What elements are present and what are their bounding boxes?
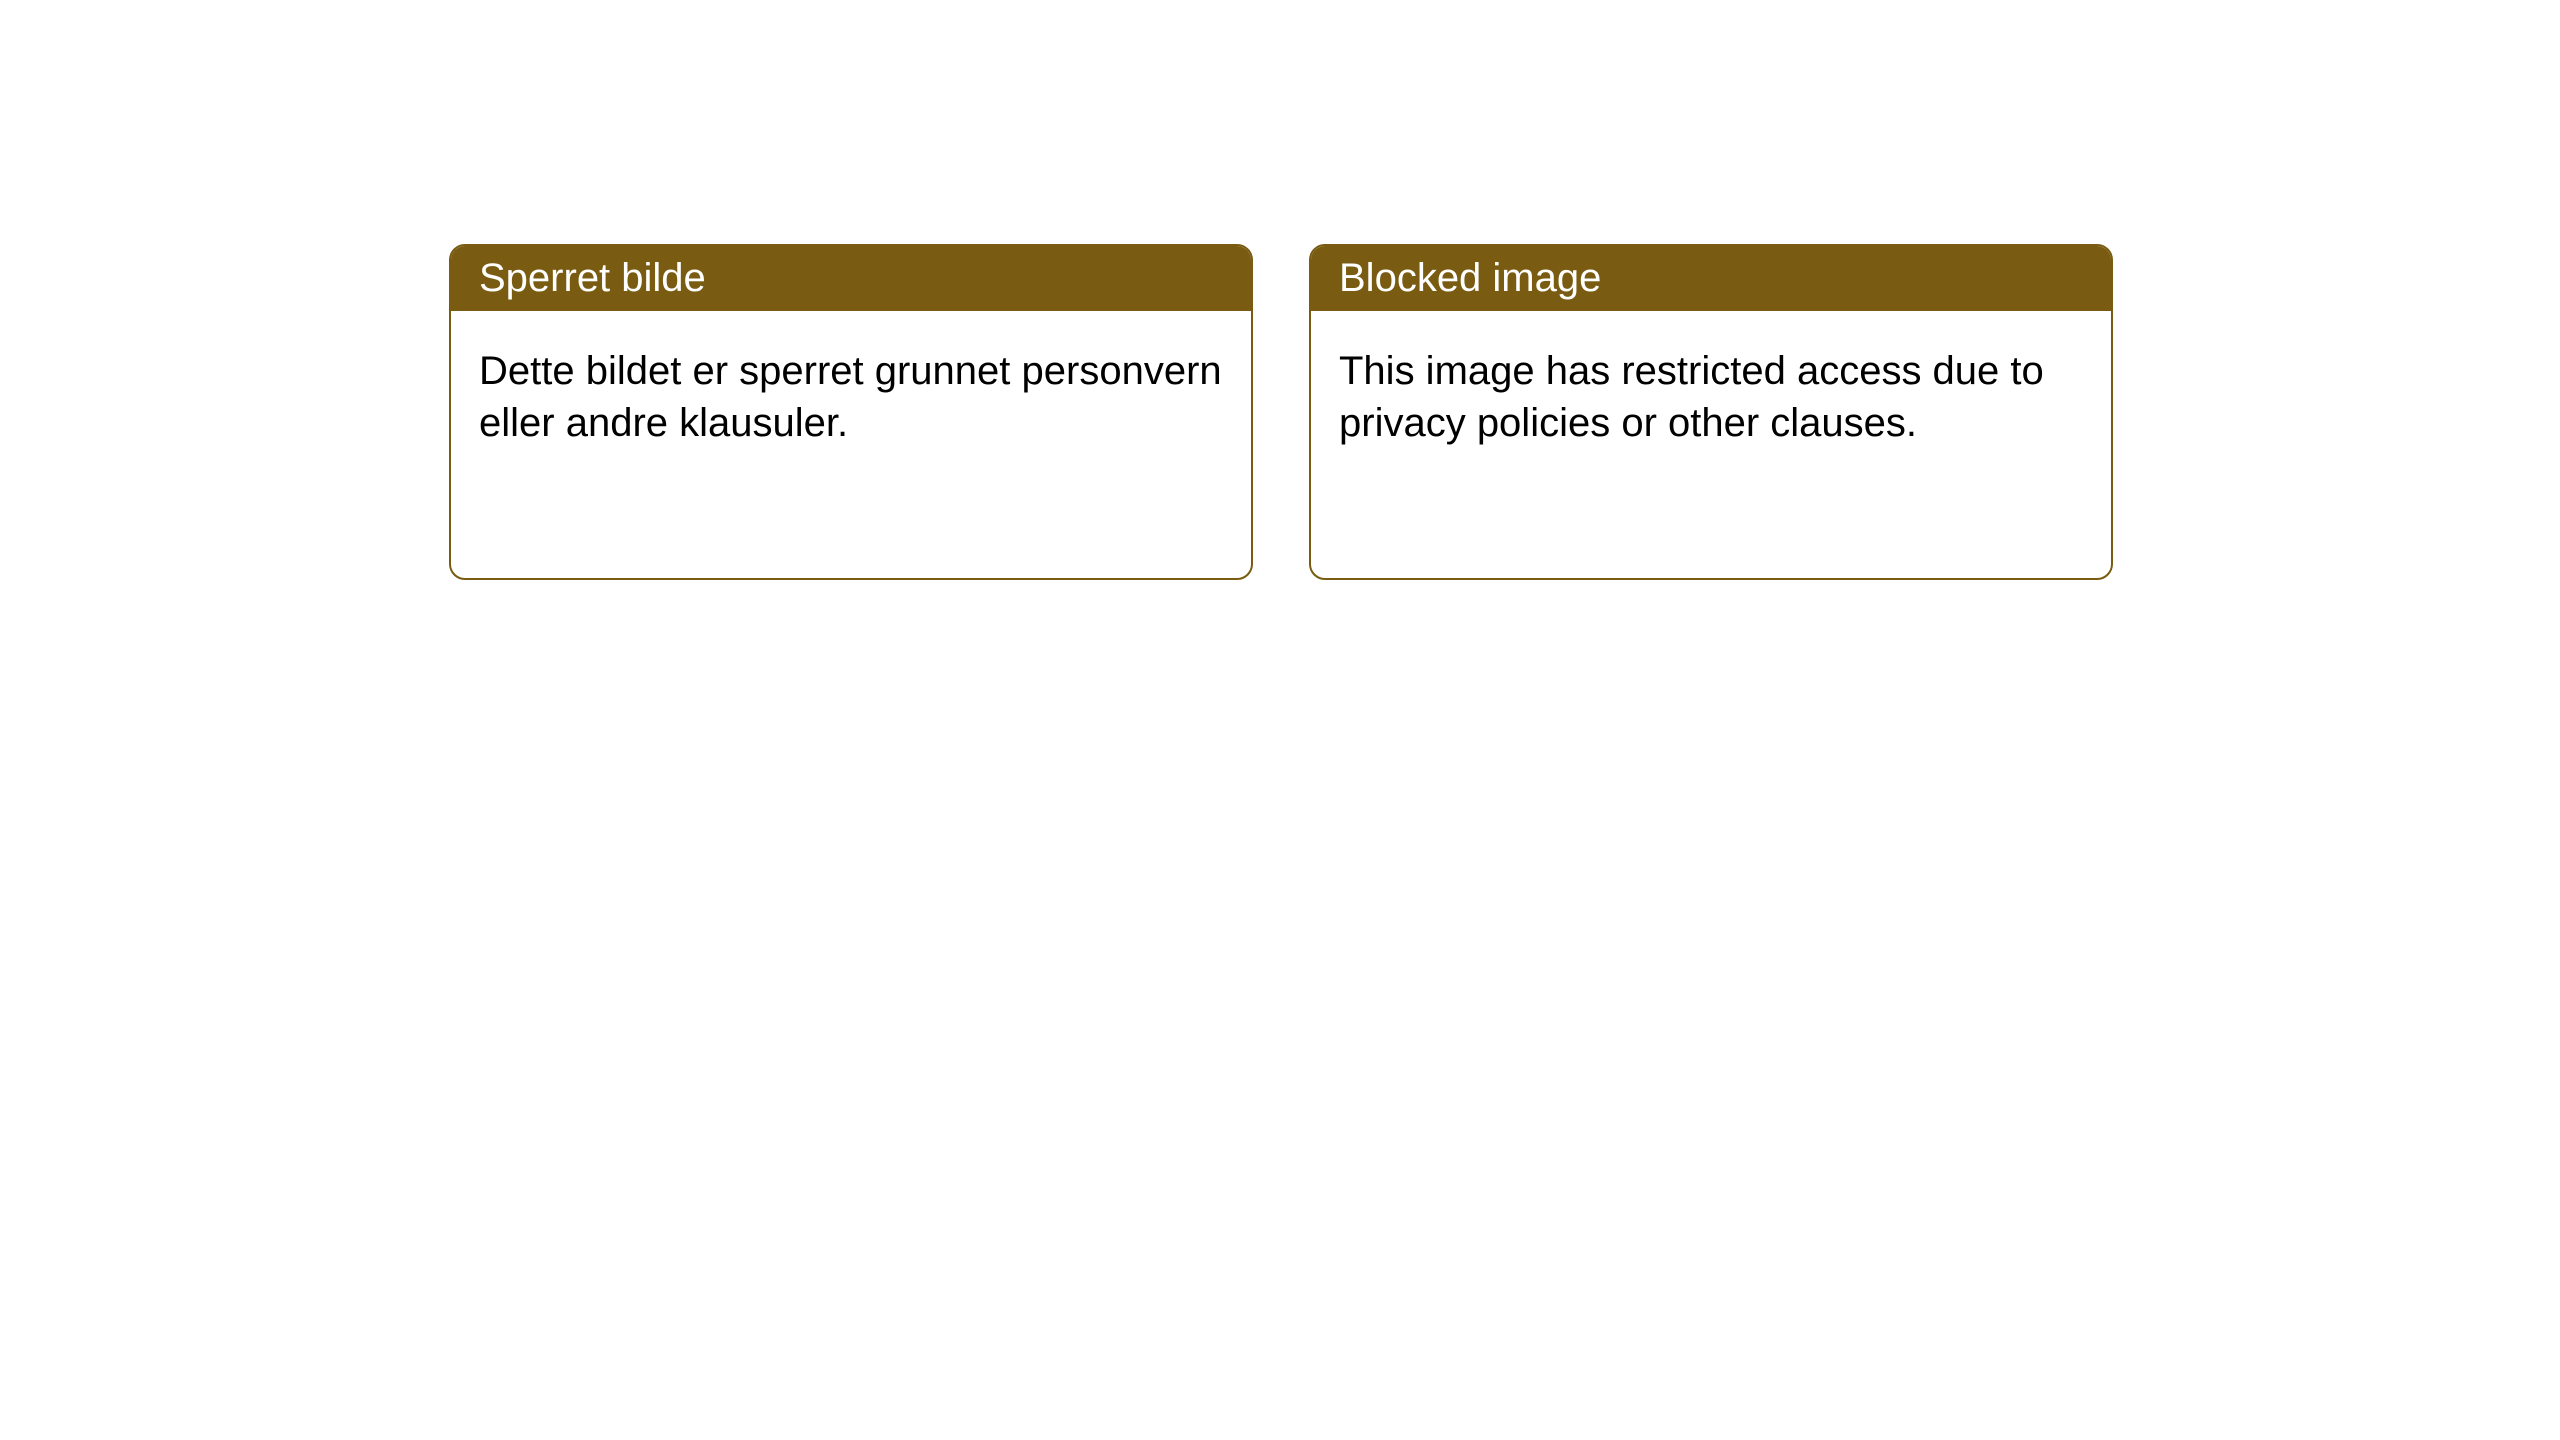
notice-header: Sperret bilde: [451, 246, 1251, 311]
notice-body: This image has restricted access due to …: [1311, 311, 2111, 483]
notices-container: Sperret bilde Dette bildet er sperret gr…: [0, 0, 2560, 580]
notice-box-english: Blocked image This image has restricted …: [1309, 244, 2113, 580]
notice-title: Blocked image: [1339, 256, 1601, 300]
notice-header: Blocked image: [1311, 246, 2111, 311]
notice-body: Dette bildet er sperret grunnet personve…: [451, 311, 1251, 483]
notice-title: Sperret bilde: [479, 256, 706, 300]
notice-box-norwegian: Sperret bilde Dette bildet er sperret gr…: [449, 244, 1253, 580]
notice-body-text: Dette bildet er sperret grunnet personve…: [479, 349, 1222, 445]
notice-body-text: This image has restricted access due to …: [1339, 349, 2044, 445]
